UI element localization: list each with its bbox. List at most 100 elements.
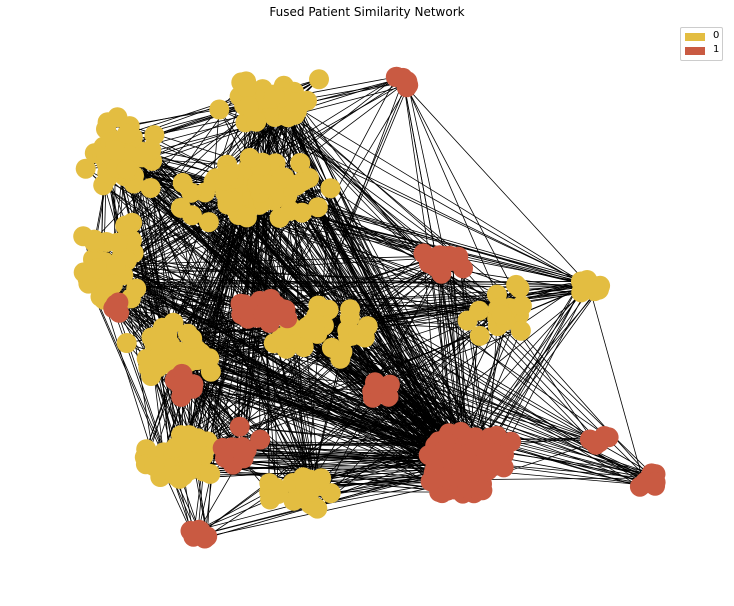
node-class-0 <box>320 178 341 199</box>
node-class-0 <box>116 333 137 353</box>
node-class-1 <box>171 386 192 407</box>
node-class-0 <box>239 147 260 168</box>
network-edge <box>439 314 503 445</box>
node-class-0 <box>84 229 105 250</box>
node-class-1 <box>234 294 255 315</box>
network-edge <box>82 235 454 473</box>
network-edge <box>406 87 523 306</box>
node-class-0 <box>181 451 202 472</box>
network-edge <box>306 84 409 327</box>
node-class-0 <box>283 490 304 511</box>
node-class-1 <box>448 246 469 267</box>
network-edge <box>406 87 586 282</box>
node-layer <box>73 66 666 549</box>
node-class-0 <box>506 274 527 295</box>
node-class-0 <box>258 174 279 195</box>
node-class-0 <box>290 153 311 173</box>
node-class-1 <box>233 448 254 469</box>
node-class-1 <box>379 374 400 395</box>
network-edge <box>232 436 609 448</box>
node-class-1 <box>455 444 476 465</box>
network-edge <box>128 154 645 485</box>
node-class-0 <box>340 299 361 320</box>
node-class-0 <box>104 140 125 161</box>
network-edge <box>287 101 582 282</box>
network-edge <box>96 268 443 494</box>
network-edge <box>193 186 285 349</box>
node-class-0 <box>223 191 244 212</box>
node-class-0 <box>491 304 512 325</box>
network-edge <box>253 104 447 259</box>
legend-swatch-0 <box>685 33 705 41</box>
network-edge <box>273 200 493 465</box>
node-class-0 <box>510 320 531 341</box>
network-edge <box>291 94 442 465</box>
node-class-1 <box>190 521 211 541</box>
node-class-0 <box>238 96 259 117</box>
network-edge <box>351 335 653 479</box>
node-class-0 <box>246 111 267 132</box>
network-edge <box>588 285 645 485</box>
node-class-0 <box>169 468 190 489</box>
network-edge <box>158 366 448 491</box>
node-class-0 <box>357 316 378 337</box>
node-class-1 <box>420 471 441 492</box>
node-class-0 <box>132 147 153 168</box>
node-class-0 <box>300 320 320 341</box>
network-edge <box>274 99 523 307</box>
node-class-0 <box>181 182 202 203</box>
network-edge <box>437 256 447 455</box>
node-class-0 <box>165 437 186 458</box>
network-edge <box>203 192 261 472</box>
node-class-1 <box>259 312 280 333</box>
node-class-1 <box>365 374 386 395</box>
legend-swatch-1 <box>685 47 705 55</box>
node-class-0 <box>237 77 257 98</box>
node-class-0 <box>320 483 341 504</box>
node-class-0 <box>200 463 221 484</box>
node-class-0 <box>286 175 307 196</box>
network-edge <box>309 79 404 331</box>
node-class-1 <box>229 416 250 437</box>
network-edge <box>198 307 500 444</box>
node-class-0 <box>280 200 301 221</box>
network-edge <box>459 289 600 453</box>
node-class-1 <box>250 429 271 450</box>
network-edge <box>103 299 154 458</box>
node-class-0 <box>236 207 257 228</box>
node-class-0 <box>307 197 328 218</box>
node-class-0 <box>332 341 353 362</box>
network-edge <box>180 207 210 446</box>
node-class-0 <box>182 328 203 349</box>
node-class-0 <box>469 325 490 346</box>
node-class-0 <box>116 159 137 180</box>
network-edge <box>264 102 585 286</box>
node-class-0 <box>209 99 230 120</box>
network-edge <box>287 101 468 466</box>
node-class-1 <box>585 434 606 455</box>
node-class-0 <box>115 215 136 236</box>
node-class-0 <box>162 339 182 360</box>
node-class-0 <box>107 232 128 253</box>
network-edge <box>270 84 409 314</box>
network-edge <box>275 95 466 456</box>
node-class-1 <box>645 472 666 493</box>
network-edge <box>478 310 656 487</box>
network-edge <box>181 387 383 398</box>
network-edge <box>268 184 458 444</box>
network-edge <box>126 145 166 470</box>
chart-title: Fused Patient Similarity Network <box>269 5 465 19</box>
network-edge <box>192 338 446 471</box>
network-edge <box>188 210 291 471</box>
node-class-1 <box>173 371 194 392</box>
node-class-0 <box>260 489 281 510</box>
node-class-0 <box>155 321 176 342</box>
network-edge <box>254 316 304 478</box>
node-class-0 <box>278 107 299 128</box>
network-edge <box>185 362 241 427</box>
node-class-0 <box>309 69 329 90</box>
network-edge <box>303 81 408 330</box>
node-class-0 <box>200 361 221 382</box>
network-edge <box>151 160 311 505</box>
